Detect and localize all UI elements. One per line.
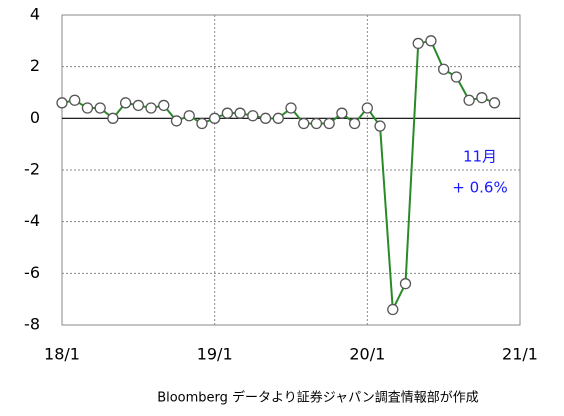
data-point xyxy=(361,102,373,114)
y-tick-label: -2 xyxy=(24,160,40,179)
data-point xyxy=(234,107,246,119)
y-tick-label: -4 xyxy=(24,211,40,230)
data-point xyxy=(196,117,208,130)
data-point xyxy=(336,107,348,119)
data-point xyxy=(56,97,68,109)
data-point xyxy=(221,107,234,119)
data-point xyxy=(132,99,144,112)
data-point xyxy=(399,278,412,290)
data-point xyxy=(94,102,106,114)
data-point xyxy=(310,117,323,130)
data-point xyxy=(81,102,94,114)
data-point xyxy=(476,92,488,104)
data-point xyxy=(450,71,463,83)
data-point xyxy=(272,112,284,124)
x-tick-label: 18/1 xyxy=(44,345,80,364)
data-point xyxy=(488,97,501,109)
data-point xyxy=(209,112,221,124)
data-point xyxy=(285,102,297,114)
x-tick-label: 19/1 xyxy=(197,345,233,364)
y-tick-label: 0 xyxy=(30,108,40,127)
data-point xyxy=(69,94,81,106)
data-point xyxy=(247,110,259,122)
data-point xyxy=(158,99,170,112)
data-point xyxy=(259,112,272,124)
data-point xyxy=(463,94,475,106)
data-point xyxy=(145,102,157,114)
data-point xyxy=(323,117,335,130)
y-tick-label: 2 xyxy=(30,56,40,75)
data-point xyxy=(348,117,361,130)
data-point xyxy=(425,35,437,47)
y-tick-label: -8 xyxy=(24,315,40,334)
annotation: 11月 xyxy=(463,148,497,166)
data-point xyxy=(119,97,132,109)
x-tick-label: 21/1 xyxy=(502,345,538,364)
y-tick-label: -6 xyxy=(24,263,40,282)
data-point xyxy=(170,115,183,127)
data-point xyxy=(107,112,119,124)
x-tick-label: 20/1 xyxy=(349,345,385,364)
series-line xyxy=(61,39,495,314)
data-point xyxy=(387,303,399,316)
data-point xyxy=(298,117,310,130)
y-tick-label: 4 xyxy=(30,5,40,24)
data-point xyxy=(183,110,195,122)
data-point xyxy=(412,37,424,50)
annotation: + 0.6% xyxy=(452,179,507,197)
data-point xyxy=(438,63,450,75)
source-note: Bloomberg データより証券ジャパン調査情報部が作成 xyxy=(157,390,479,406)
data-point xyxy=(374,120,386,132)
